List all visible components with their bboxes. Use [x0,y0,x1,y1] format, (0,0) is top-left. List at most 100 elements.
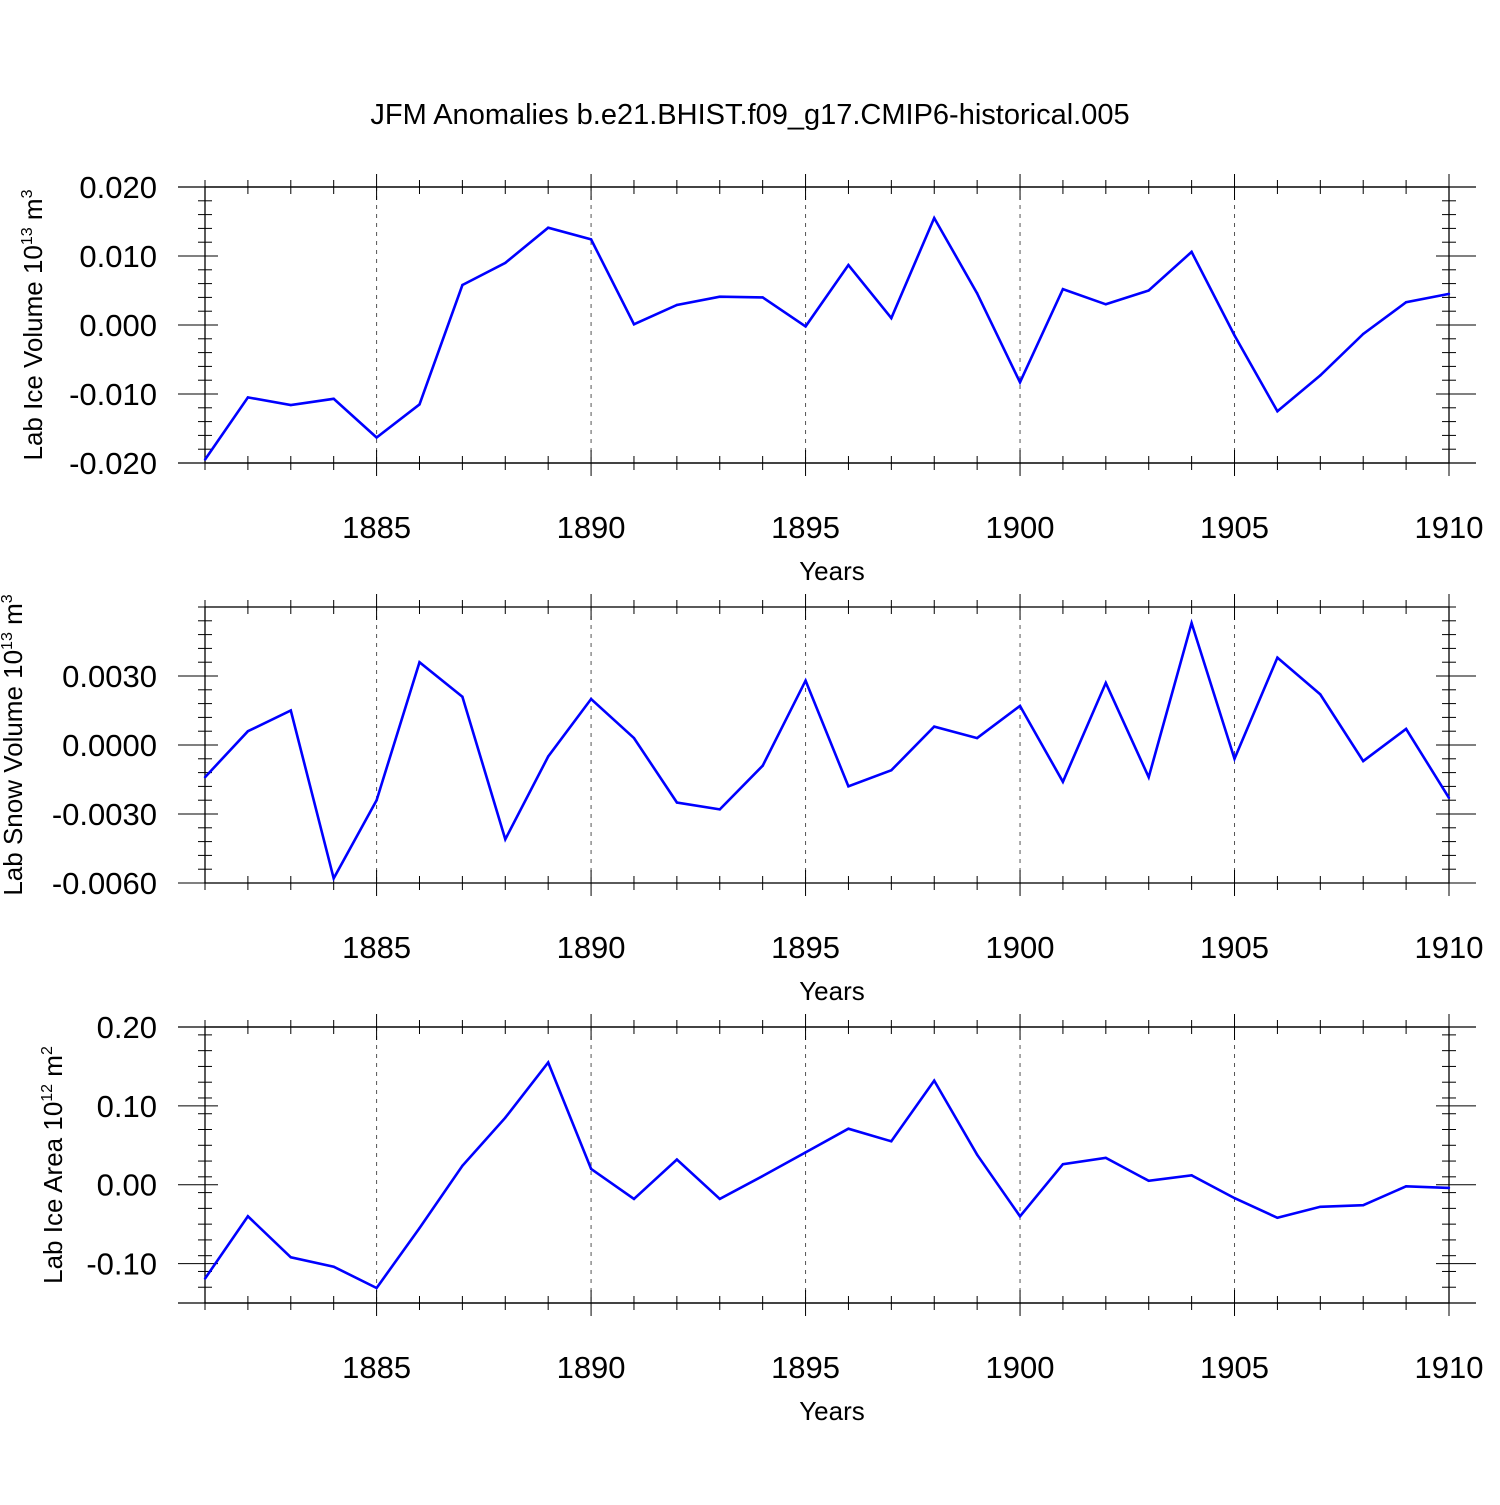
data-point [504,1116,507,1119]
x-tick-label: 1900 [986,510,1055,545]
data-point [1404,301,1408,304]
y-tick-label: 0.010 [79,239,157,274]
y-tick-label: -0.10 [86,1247,157,1282]
data-point [804,1151,807,1154]
data-point [1447,796,1451,800]
data-point [890,1140,893,1143]
y-tick-label: 0.10 [97,1089,157,1124]
data-point [375,799,378,802]
data-point [975,292,979,295]
y-tick-label: -0.010 [69,377,157,412]
data-point [289,709,292,712]
data-point [975,1153,979,1156]
data-point [246,730,250,733]
x-tick-label: 1885 [342,1350,411,1385]
data-point [1233,1196,1236,1200]
data-point [1018,1215,1022,1218]
x-tick-label: 1895 [771,510,840,545]
data-point [461,283,464,287]
data-point [589,238,593,241]
data-point [1404,1185,1408,1188]
data-point [761,764,764,767]
data-point [1404,727,1408,731]
data-point [246,396,250,399]
data-point [332,877,335,880]
data-point [375,1286,378,1290]
x-tick-label: 1900 [986,1350,1055,1385]
data-point [589,697,593,701]
y-axis-label: Lab Ice Area 1012 m2 [38,1046,68,1284]
data-point [203,776,207,779]
x-tick-label: 1900 [986,930,1055,965]
data-point [975,736,979,740]
data-point [418,403,421,406]
data-point [761,296,764,299]
data-point [1061,780,1065,783]
x-tick-label: 1910 [1415,930,1484,965]
data-point [1190,621,1193,625]
data-point [1233,334,1236,337]
data-point [1319,374,1322,377]
data-point [933,216,936,220]
data-point [804,325,807,328]
data-point [847,1127,850,1130]
data-point [718,295,721,298]
data-point [289,1256,292,1259]
data-point [1061,1163,1065,1166]
x-tick-label: 1885 [342,930,411,965]
data-point [761,1174,764,1178]
data-point [632,736,636,740]
x-tick-label: 1895 [771,930,840,965]
panel-1: 1885 1890 1895 1900 1905 1910 -0.020 -0.010 0.00… [18,170,1483,586]
data-point [675,801,679,804]
data-point [1362,759,1365,763]
y-tick-label: 0.00 [97,1168,157,1203]
data-point [804,679,807,682]
data-point [847,785,850,788]
data-point [1190,1174,1193,1177]
data-point [461,1164,464,1167]
data-point [203,458,207,461]
data-point [332,397,335,401]
data-point [1276,1216,1279,1220]
data-point [203,1277,207,1280]
x-tick-label: 1910 [1415,510,1484,545]
data-point [890,316,893,320]
plot-frame [204,606,1450,884]
data-point [847,263,850,267]
x-tick-label: 1905 [1200,1350,1269,1385]
data-point [418,1226,421,1230]
data-point [1190,250,1193,254]
x-tick-label: 1905 [1200,930,1269,965]
data-point [375,436,378,439]
data-point [1319,1205,1322,1208]
data-point [632,323,636,326]
data-point [632,1197,636,1201]
data-point [933,725,936,728]
data-point [1233,757,1236,760]
plot-frame [204,1026,1450,1304]
y-axis-label: Lab Snow Volume 1013 m3 [0,594,28,895]
y-tick-label: 0.000 [79,308,157,343]
x-tick-label: 1890 [557,930,626,965]
data-point [1276,656,1279,659]
y-axis-label: Lab Ice Volume 1013 m3 [18,189,48,460]
data-point [246,1215,250,1218]
chart-title: JFM Anomalies b.e21.BHIST.f09_g17.CMIP6-… [370,99,1129,131]
x-axis-label: Years [799,1396,865,1426]
series-line [203,1059,1450,1290]
y-tick-label: -0.020 [69,446,157,481]
data-point [461,695,464,698]
x-tick-label: 1905 [1200,510,1269,545]
data-point [289,403,292,407]
data-point [332,1265,335,1268]
data-point [1447,1186,1451,1190]
y-tick-label: -0.0060 [52,866,157,901]
y-tick-label: 0.0030 [62,659,157,694]
data-point [718,808,721,811]
data-point [418,661,421,664]
y-tick-label: 0.20 [97,1010,157,1045]
data-point [1276,410,1279,413]
